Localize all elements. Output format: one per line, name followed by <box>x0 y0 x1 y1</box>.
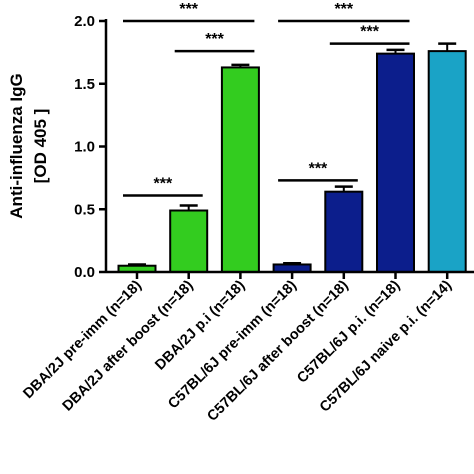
y-tick-label: 0.5 <box>74 201 95 218</box>
y-tick-label: 1.5 <box>74 76 95 93</box>
category-label: C57BL/6J p.i. (n=18) <box>294 277 403 386</box>
significance-label: *** <box>309 160 328 177</box>
significance-label: *** <box>360 24 379 41</box>
y-tick-label: 1.0 <box>74 139 95 156</box>
bar <box>376 52 415 273</box>
y-tick-label: 2.0 <box>74 13 95 30</box>
y-axis-title-line2: [OD 405 ] <box>31 109 50 184</box>
significance-label: *** <box>154 175 173 192</box>
significance-label: *** <box>334 1 353 18</box>
bar <box>427 50 467 274</box>
category-label: DBA/2J p.i (n=18) <box>152 277 248 373</box>
bar <box>169 209 209 274</box>
bar <box>220 66 260 273</box>
bar <box>324 190 364 273</box>
significance-label: *** <box>205 31 224 48</box>
y-tick-label: 0.0 <box>74 264 95 281</box>
y-axis-title-line1: Anti-influenza IgG <box>7 73 26 218</box>
significance-label: *** <box>179 1 198 18</box>
y-axis-title: Anti-influenza IgG [OD 405 ] <box>7 73 50 218</box>
